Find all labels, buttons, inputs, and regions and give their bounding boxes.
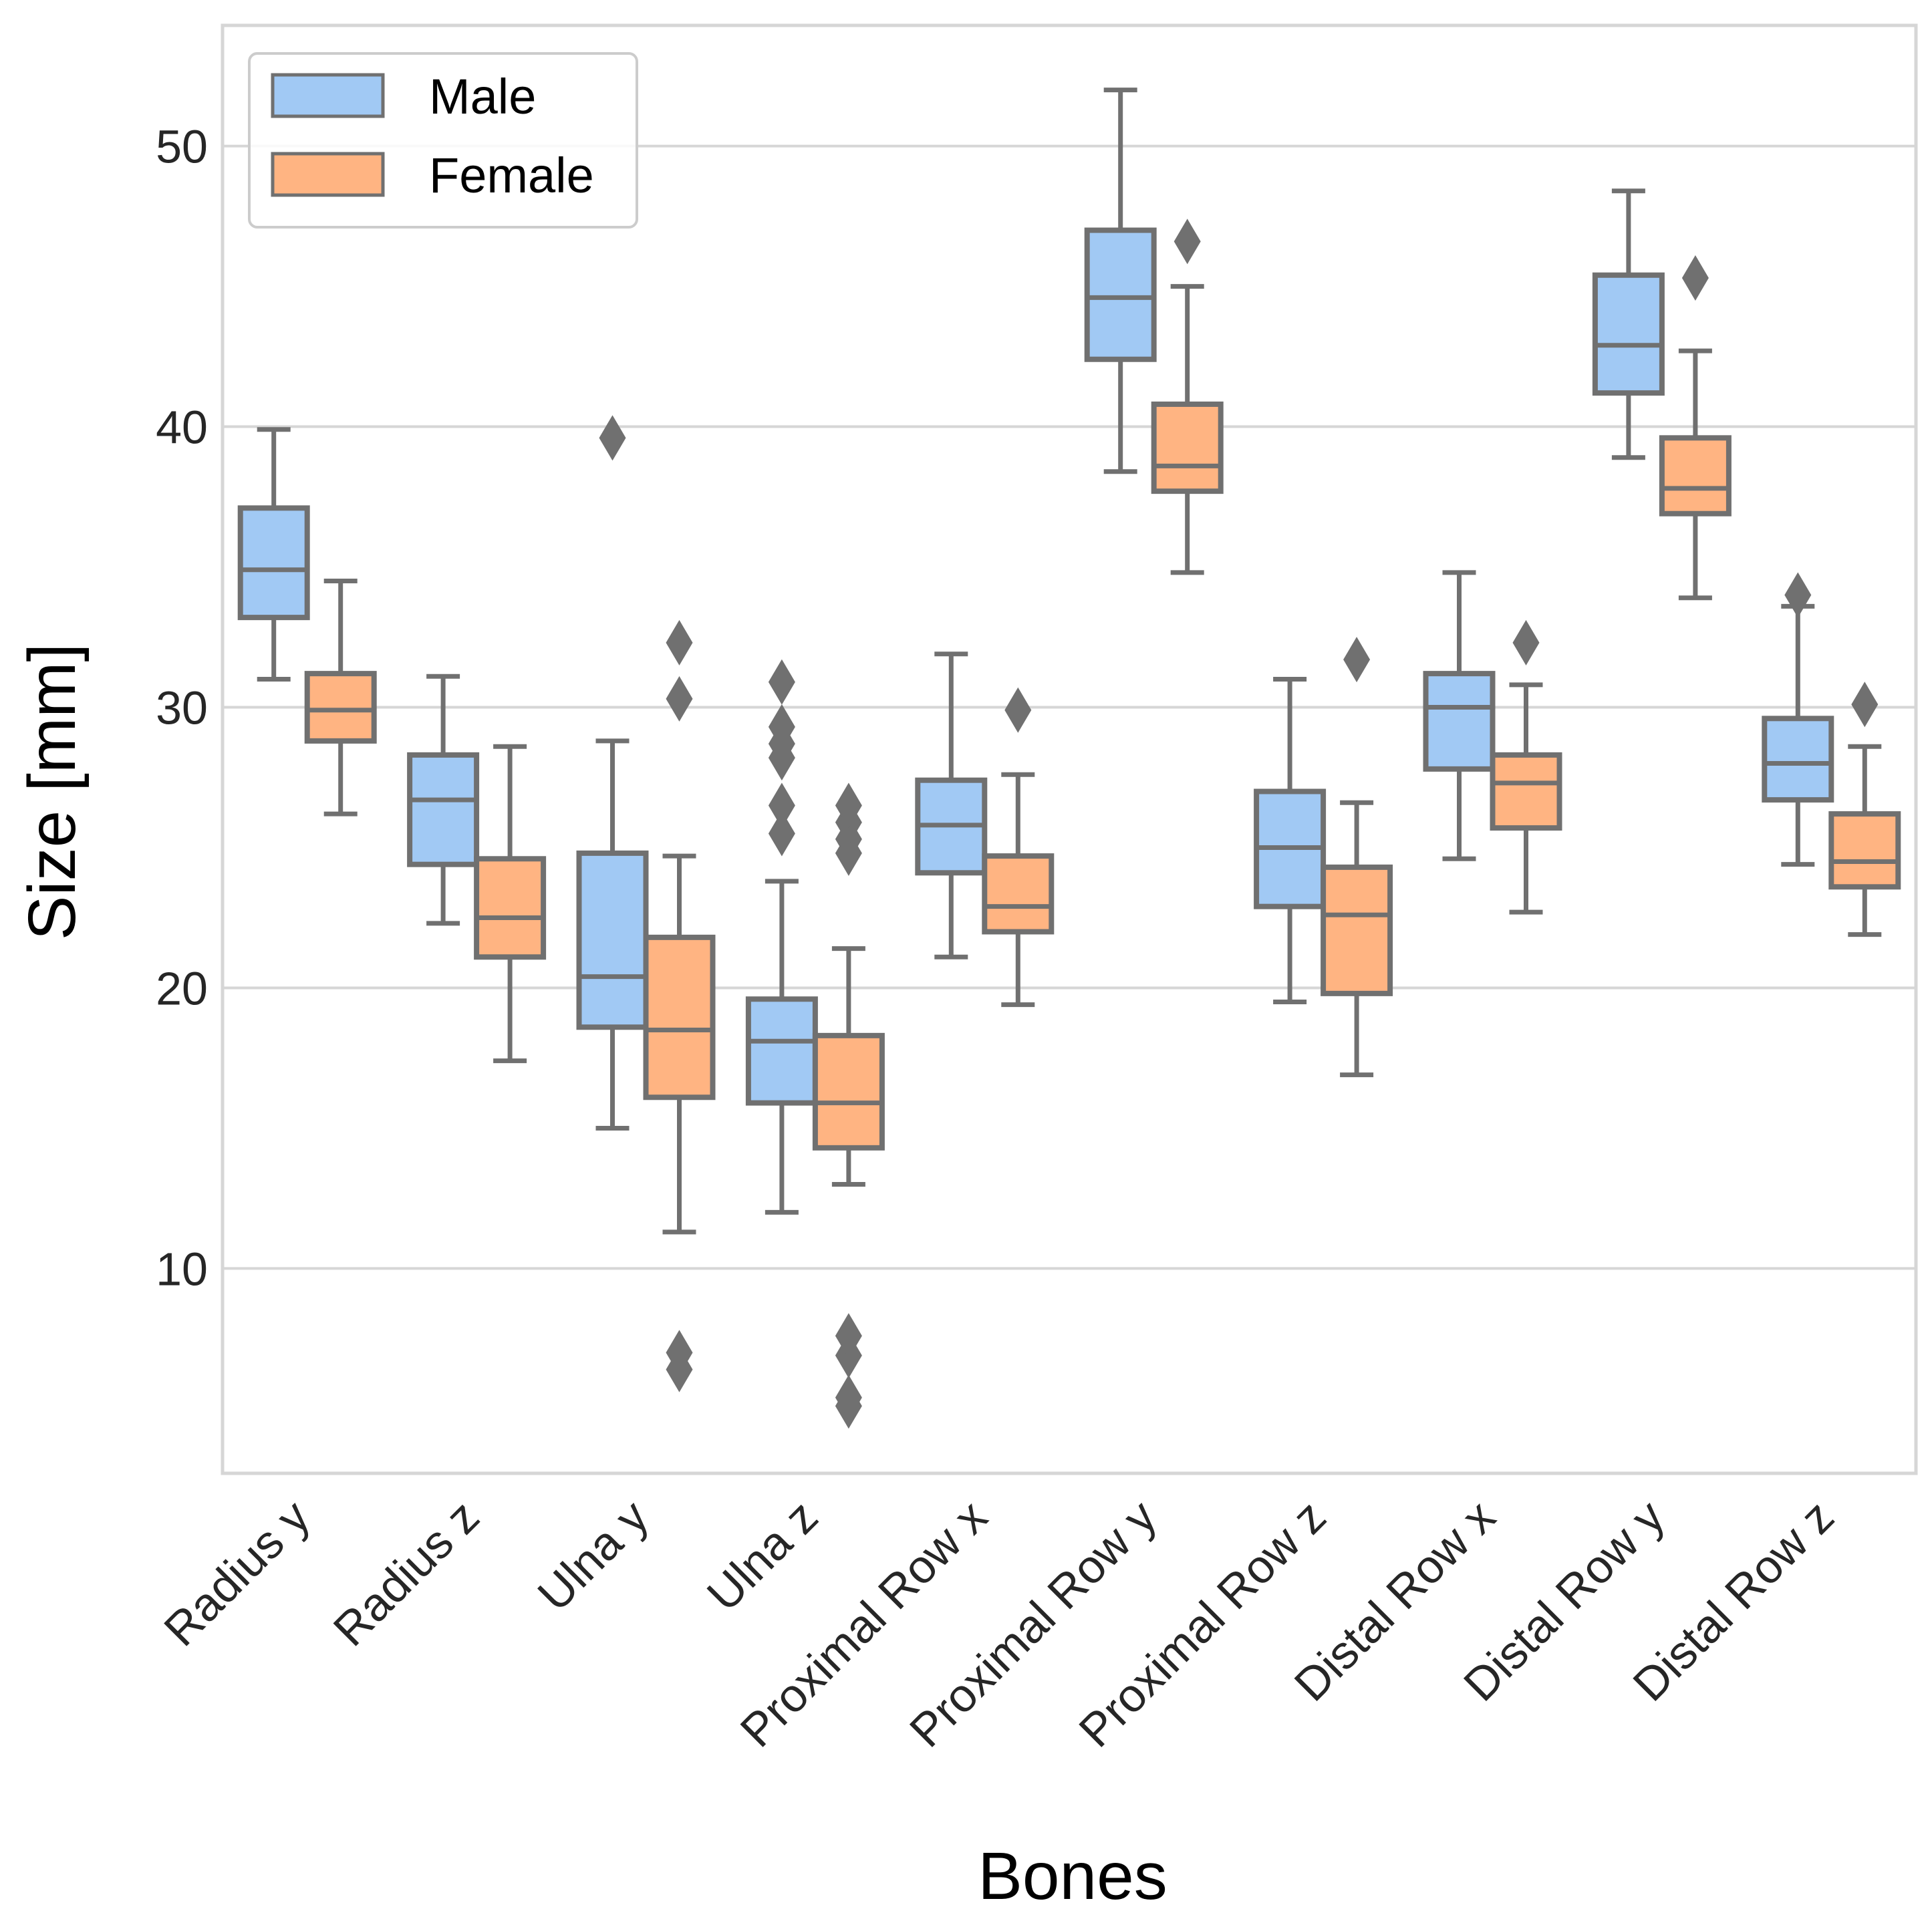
legend-swatch-male	[271, 73, 385, 118]
outlier-point	[666, 676, 693, 722]
box-female	[304, 579, 377, 817]
outlier-point	[1004, 687, 1032, 733]
box-plots	[237, 88, 1901, 1429]
box-iqr	[1490, 752, 1562, 831]
outlier-point	[1851, 682, 1879, 728]
box-iqr	[1423, 671, 1496, 772]
box-iqr	[576, 850, 649, 1030]
box-iqr	[1321, 864, 1393, 996]
box-male	[1592, 188, 1665, 460]
outlier-point	[1343, 637, 1371, 683]
y-tick-label: 40	[156, 402, 208, 454]
box-iqr	[304, 671, 377, 744]
box-male	[915, 651, 988, 959]
box-iqr	[745, 996, 818, 1106]
outlier-point	[1174, 218, 1201, 265]
box-male	[576, 415, 649, 1131]
outlier-point	[1512, 619, 1540, 665]
box-male	[407, 674, 480, 926]
outlier-point	[599, 415, 626, 461]
legend-label-female: Female	[429, 148, 594, 203]
box-iqr	[237, 505, 310, 621]
box-iqr	[407, 752, 480, 867]
box-male	[745, 659, 818, 1215]
box-female	[643, 619, 716, 1392]
outlier-point	[835, 782, 862, 829]
plot-frame	[221, 23, 1918, 1475]
box-male	[1762, 572, 1834, 867]
box-male	[1423, 570, 1496, 861]
outlier-point	[835, 1313, 862, 1359]
box-iqr	[1084, 227, 1157, 362]
box-female	[1490, 619, 1562, 915]
box-iqr	[1659, 435, 1732, 516]
legend-label-male: Male	[429, 69, 536, 124]
box-female	[1151, 218, 1224, 575]
outlier-point	[666, 1330, 693, 1376]
box-iqr	[643, 934, 716, 1100]
box-female	[812, 782, 885, 1429]
legend-swatch-female	[271, 152, 385, 197]
box-iqr	[812, 1032, 885, 1151]
box-female	[982, 687, 1055, 1008]
legend: Male Female	[248, 52, 638, 229]
y-tick-label: 30	[156, 682, 208, 734]
box-female	[1321, 637, 1393, 1078]
box-male	[237, 427, 310, 682]
box-iqr	[1762, 716, 1834, 803]
outlier-point	[768, 810, 795, 857]
box-female	[1659, 255, 1732, 601]
box-iqr	[982, 853, 1055, 935]
y-axis-title: Size [mm]	[15, 643, 90, 940]
outlier-point	[768, 782, 795, 829]
box-male	[1254, 677, 1327, 1004]
y-axis-ticks: 10 20 30 40 50	[156, 121, 208, 1296]
outlier-point	[835, 1374, 862, 1421]
box-iqr	[474, 856, 547, 960]
y-tick-label: 20	[156, 962, 208, 1014]
box-iqr	[1592, 272, 1665, 396]
outlier-point	[768, 659, 795, 705]
x-axis-title: Bones	[978, 1839, 1167, 1914]
box-iqr	[1828, 811, 1901, 890]
y-tick-label: 50	[156, 121, 208, 173]
box-male	[1084, 88, 1157, 474]
box-female	[474, 744, 547, 1064]
outlier-point	[768, 704, 795, 750]
outlier-point	[666, 619, 693, 665]
y-tick-label: 10	[156, 1243, 208, 1295]
gridlines	[223, 144, 1916, 1270]
box-iqr	[1151, 401, 1224, 494]
outlier-point	[1681, 255, 1709, 301]
outlier-point	[1784, 572, 1812, 618]
box-female	[1828, 682, 1901, 937]
